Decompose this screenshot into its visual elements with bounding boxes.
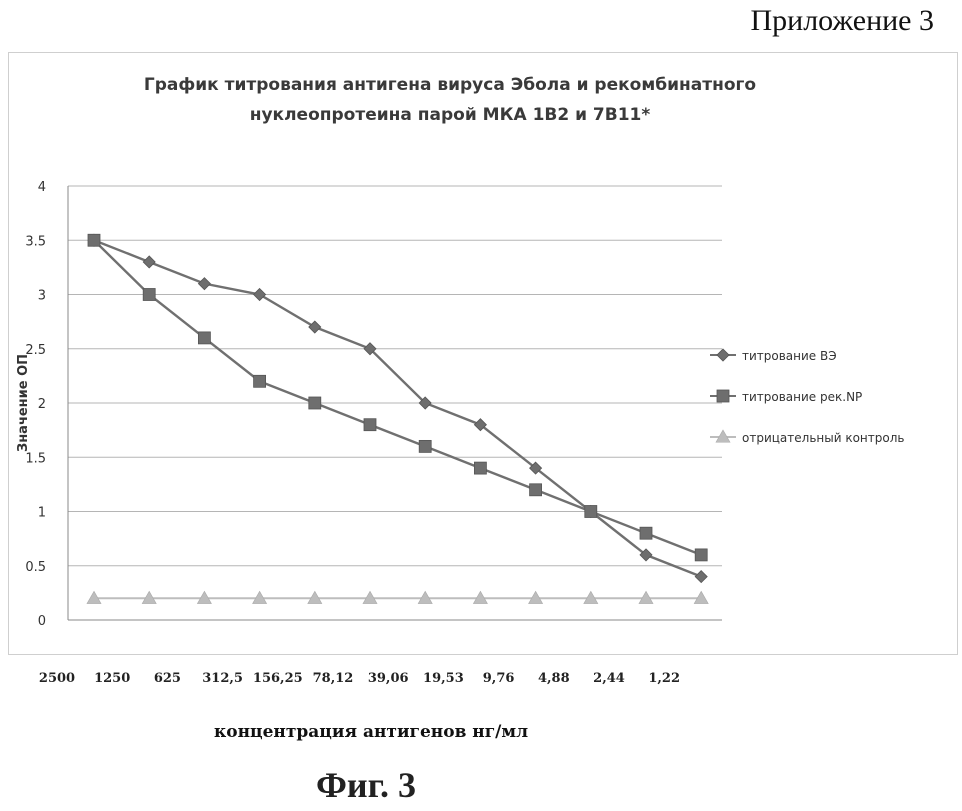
y-tick-label: 1.5	[25, 451, 46, 466]
legend-marker	[717, 390, 729, 402]
x-tick-label: 9,76	[483, 671, 515, 686]
x-tick-label: 4,88	[538, 671, 570, 686]
data-point-square	[640, 527, 652, 539]
data-point-square	[309, 397, 321, 409]
data-point-square	[198, 332, 210, 344]
data-point-square	[585, 506, 597, 518]
x-tick-label: 78,12	[313, 671, 354, 686]
data-point-diamond	[695, 571, 707, 583]
y-tick-label: 4	[38, 180, 46, 195]
data-point-square	[143, 289, 155, 301]
x-tick-label: 2,44	[593, 671, 625, 686]
legend-label: титрование рек.NP	[742, 390, 862, 404]
x-tick-label: 1,22	[648, 671, 680, 686]
x-tick-label: 312,5	[202, 671, 243, 686]
y-tick-label: 0	[38, 614, 46, 629]
legend-label: титрование ВЭ	[742, 349, 837, 363]
legend-marker	[717, 349, 729, 361]
x-tick-label: 2500	[39, 671, 75, 686]
figure-caption: Фиг. 3	[316, 764, 416, 806]
data-point-square	[474, 462, 486, 474]
y-tick-label: 3	[38, 289, 46, 304]
data-point-square	[364, 419, 376, 431]
y-tick-label: 3.5	[25, 234, 46, 249]
data-point-diamond	[143, 256, 155, 268]
y-tick-label: 0.5	[25, 560, 46, 575]
series-line-diamond	[94, 240, 701, 576]
x-tick-label: 19,53	[423, 671, 464, 686]
data-point-diamond	[198, 278, 210, 290]
series-line-square	[94, 240, 701, 555]
data-point-diamond	[254, 289, 266, 301]
x-tick-label: 1250	[94, 671, 130, 686]
x-tick-label: 625	[154, 671, 181, 686]
y-axis-label: Значение ОП	[16, 354, 31, 452]
legend-label: отрицательный контроль	[742, 431, 904, 445]
x-axis-label: концентрация антигенов нг/мл	[214, 722, 528, 742]
y-tick-label: 1	[38, 506, 46, 521]
x-tick-label: 39,06	[368, 671, 409, 686]
data-point-diamond	[309, 321, 321, 333]
data-point-square	[530, 484, 542, 496]
y-tick-label: 2	[38, 397, 46, 412]
data-point-square	[419, 440, 431, 452]
data-point-square	[254, 375, 266, 387]
data-point-square	[88, 234, 100, 246]
x-tick-label: 156,25	[253, 671, 303, 686]
data-point-square	[695, 549, 707, 561]
